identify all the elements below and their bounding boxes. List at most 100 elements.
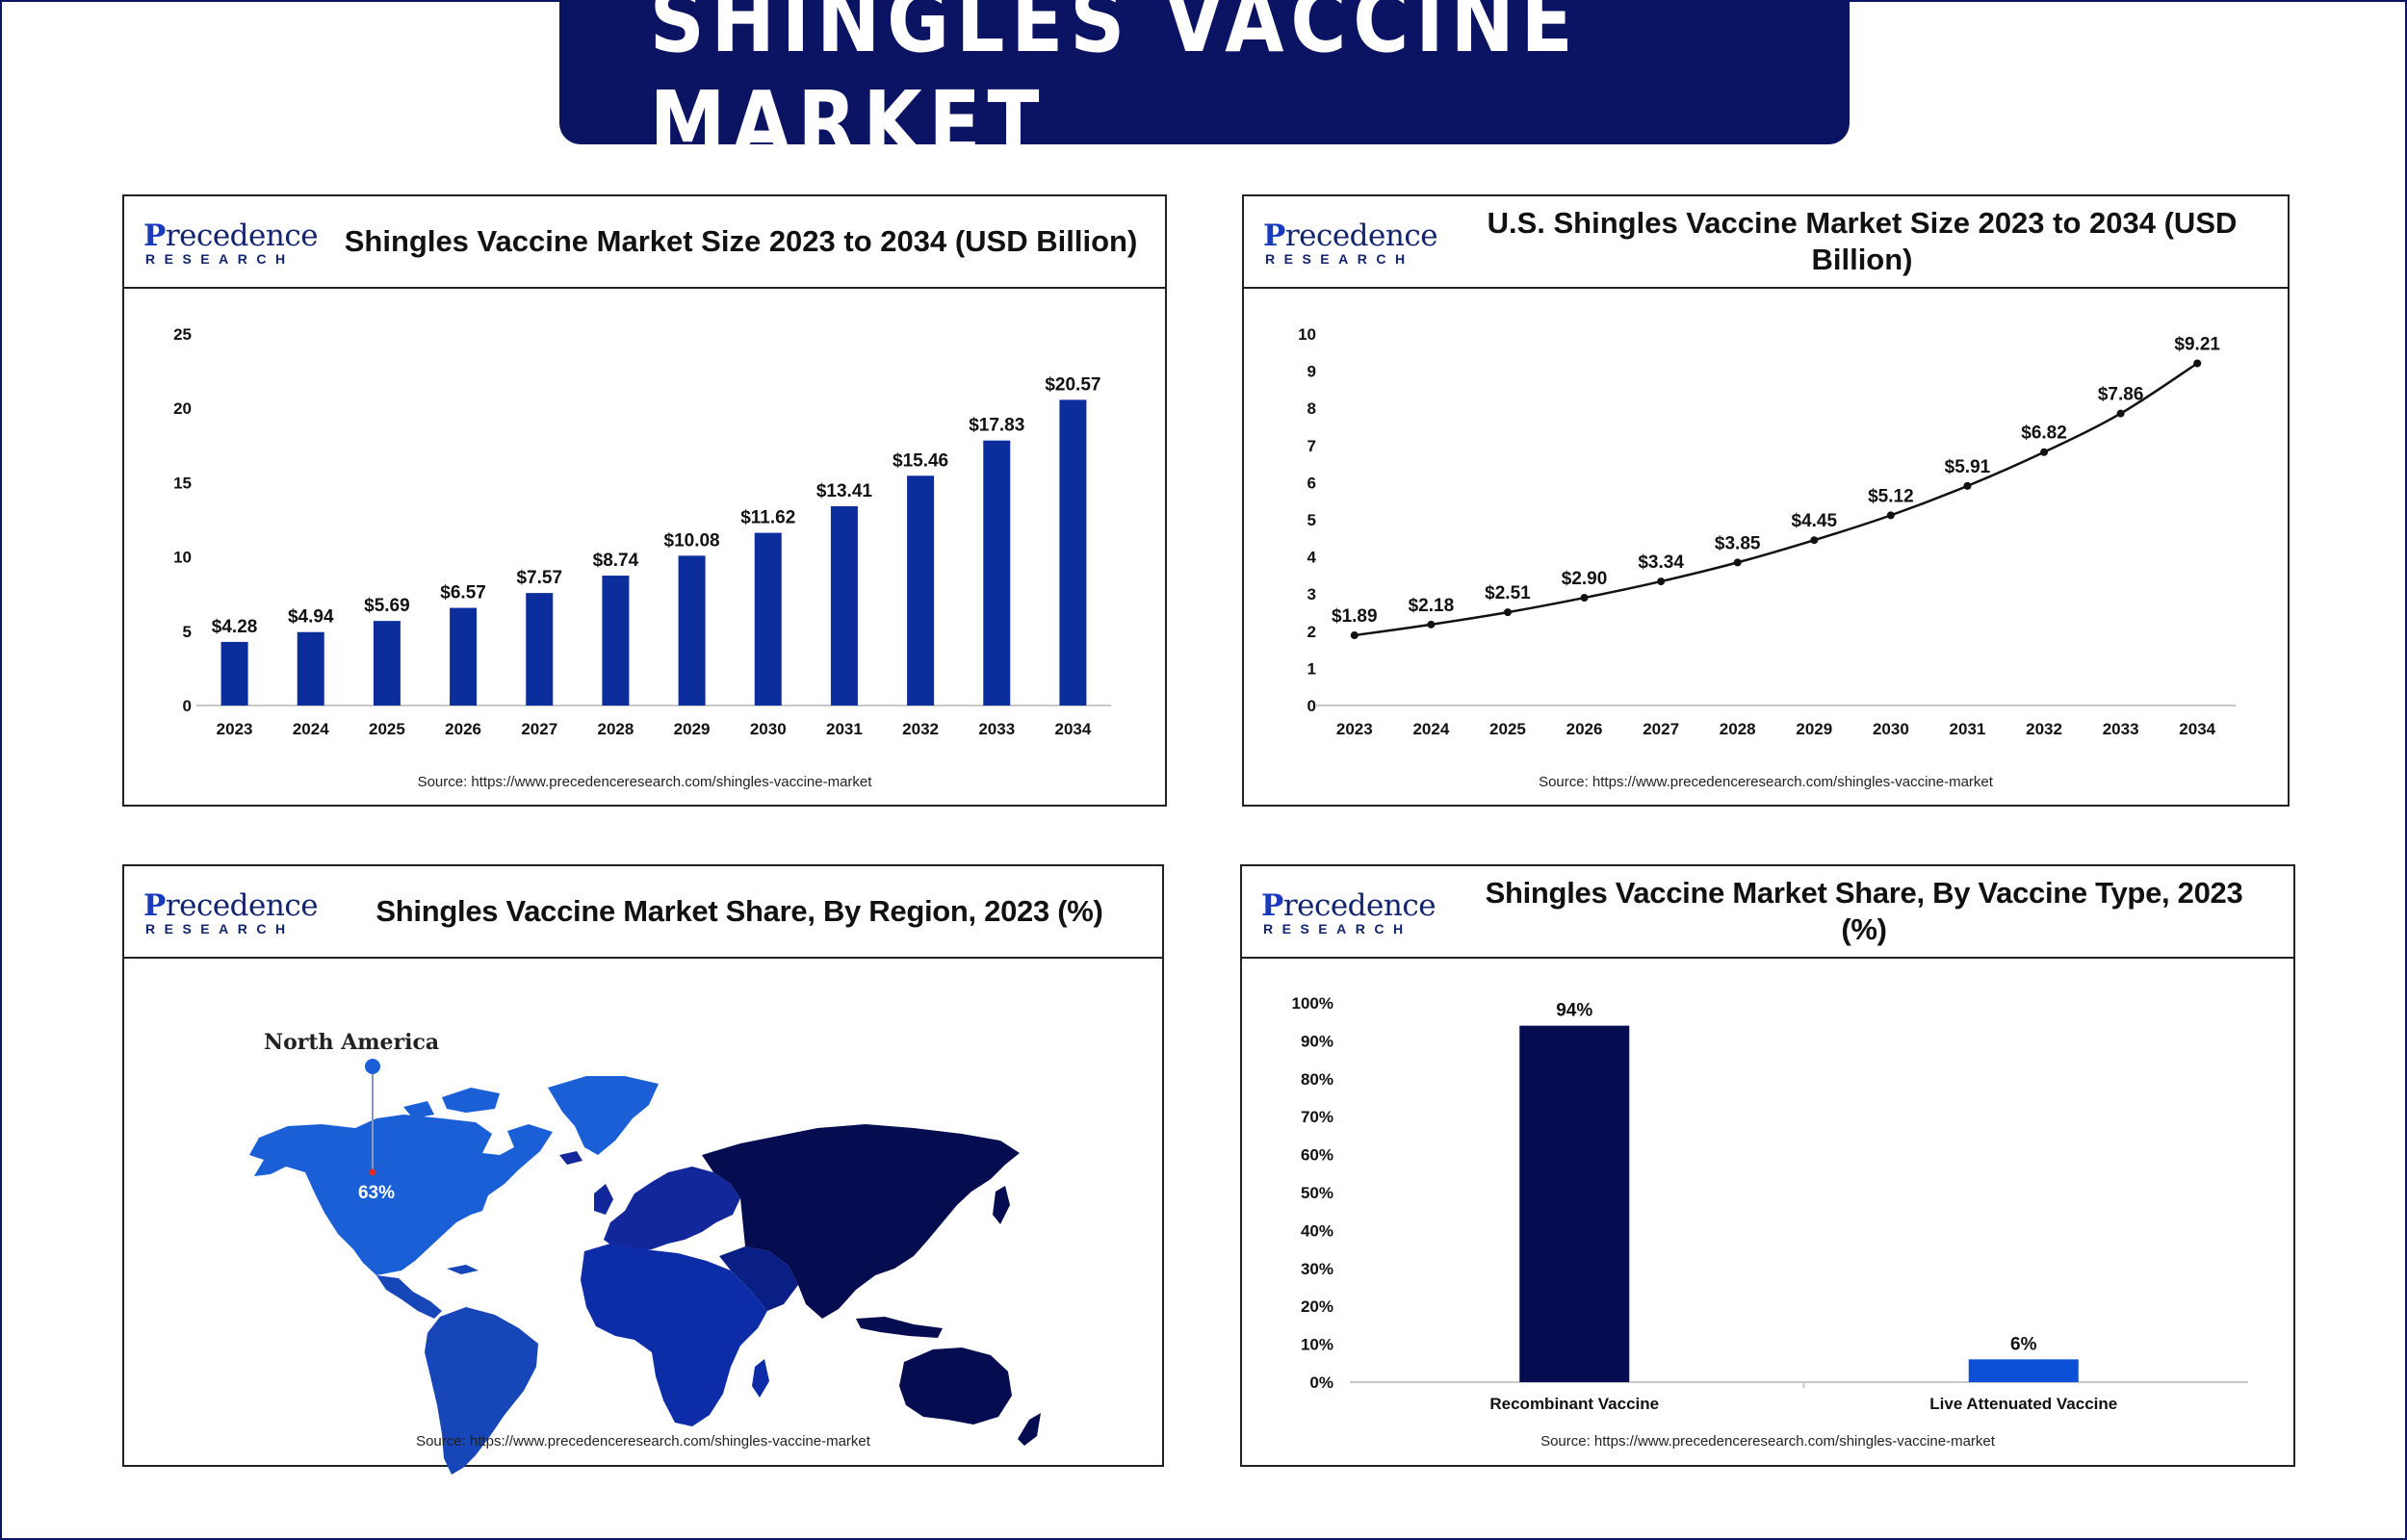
bar-value-label: $8.74	[593, 551, 639, 571]
chart-title: Shingles Vaccine Market Share, By Region…	[375, 894, 1103, 928]
x-tick-label: 2031	[1950, 720, 1986, 738]
x-tick-label: Recombinant Vaccine	[1489, 1395, 1659, 1413]
map-region-madagascar	[752, 1359, 769, 1398]
bar-value-label: $15.46	[893, 450, 948, 471]
source-note: Source: https://www.precedenceresearch.c…	[1540, 1433, 1995, 1450]
x-tick-label: 2028	[598, 720, 634, 738]
bar-value-label: $4.28	[212, 617, 258, 637]
bar-value-label: 94%	[1556, 1001, 1592, 1021]
source-note: Source: https://www.precedenceresearch.c…	[1539, 774, 1993, 790]
map-pin-head	[365, 1059, 380, 1074]
us-market-line-chart: 0 1 2 3 4 5 6 7 8 9 10 $1.89 2023 $2.18 2024 $2.51 2025 $…	[1298, 325, 2236, 738]
series-line	[1354, 362, 2198, 637]
bar	[450, 607, 478, 706]
source-note: Source: https://www.precedenceresearch.c…	[416, 1433, 870, 1450]
data-point	[1350, 631, 1359, 640]
y-tick-label: 5	[183, 623, 192, 641]
panel-header: Precedence RESEARCH Shingles Vaccine Mar…	[124, 866, 1162, 959]
x-tick-label: 2026	[445, 720, 481, 738]
bar-value-label: $7.57	[516, 568, 562, 588]
panel-global-market-size: Precedence RESEARCH Shingles Vaccine Mar…	[122, 194, 1167, 807]
logo-wordmark: recedence	[1284, 218, 1438, 253]
point-value-label: $5.12	[1868, 486, 1914, 506]
y-tick-label: 20%	[1301, 1297, 1333, 1316]
page-title: SHINGLES VACCINE MARKET	[649, 0, 1580, 175]
north-america-label: North America	[264, 1030, 440, 1055]
point-value-label: $5.91	[1945, 457, 1991, 477]
map-region-central-america	[376, 1275, 442, 1319]
x-tick-label: 2030	[1873, 720, 1909, 738]
y-tick-label: 20	[173, 399, 192, 418]
x-tick-label: 2032	[2026, 720, 2062, 738]
point-value-label: $3.85	[1715, 533, 1761, 553]
y-tick-label: 3	[1307, 585, 1316, 603]
bar	[297, 631, 324, 706]
map-pin-point	[369, 1168, 376, 1176]
map-region-middle-east	[719, 1246, 798, 1311]
chart-title: Shingles Vaccine Market Size 2023 to 203…	[344, 224, 1138, 258]
x-tick-label: 2026	[1566, 720, 1603, 738]
chart-title: Shingles Vaccine Market Share, By Vaccin…	[1485, 876, 2243, 946]
x-tick-label: 2030	[750, 720, 787, 738]
x-tick-label: 2032	[902, 720, 939, 738]
y-tick-label: 0%	[1309, 1373, 1333, 1392]
point-value-label: $9.21	[2174, 334, 2220, 354]
point-value-label: $7.86	[2098, 385, 2144, 405]
bar	[907, 475, 935, 706]
y-tick-label: 30%	[1301, 1260, 1333, 1278]
y-tick-label: 4	[1307, 549, 1317, 567]
precedence-logo: Precedence RESEARCH	[1263, 218, 1438, 268]
x-tick-label: 2031	[826, 720, 863, 738]
map-region-europe	[604, 1167, 740, 1251]
x-tick-label: 2033	[2103, 720, 2139, 738]
y-tick-label: 90%	[1301, 1032, 1333, 1050]
bar	[373, 621, 401, 706]
panel-header: Precedence RESEARCH Shingles Vaccine Mar…	[1242, 866, 2293, 959]
source-note: Source: https://www.precedenceresearch.c…	[417, 774, 872, 790]
y-tick-label: 5	[1307, 511, 1316, 529]
bar-value-label: $13.41	[816, 481, 873, 501]
map-region-caribbean	[447, 1265, 479, 1274]
bar-value-label: $20.57	[1045, 374, 1100, 395]
data-point	[1733, 558, 1742, 567]
bar	[1968, 1359, 2079, 1382]
data-point	[1427, 620, 1436, 629]
y-tick-label: 9	[1307, 363, 1316, 381]
point-value-label: $2.90	[1562, 569, 1608, 589]
logo-subtitle: RESEARCH	[1265, 251, 1414, 267]
x-tick-label: 2024	[293, 720, 329, 738]
x-tick-label: 2025	[369, 720, 405, 738]
bar	[754, 532, 782, 706]
y-tick-label: 8	[1307, 399, 1316, 418]
x-tick-label: 2034	[1055, 720, 1092, 738]
y-tick-label: 70%	[1301, 1108, 1333, 1126]
data-point	[1963, 481, 1972, 490]
point-value-label: $3.34	[1638, 552, 1684, 573]
x-tick-label: 2029	[674, 720, 711, 738]
chart-title: U.S. Shingles Vaccine Market Size 2023 t…	[1487, 206, 2238, 276]
precedence-logo: Precedence RESEARCH	[143, 219, 319, 268]
logo-initial: P	[1261, 888, 1283, 923]
x-tick-label: Live Attenuated Vaccine	[1929, 1395, 2117, 1413]
data-point	[1580, 594, 1589, 603]
bar-value-label: $10.08	[664, 530, 720, 551]
bar-value-label: $11.62	[740, 508, 795, 528]
bar-value-label: $17.83	[969, 416, 1024, 436]
bar-value-label: $5.69	[364, 596, 410, 616]
precedence-logo: Precedence RESEARCH	[143, 889, 319, 937]
panel-header: Precedence RESEARCH U.S. Shingles Vaccin…	[1244, 196, 2288, 289]
global-market-bar-chart: 0510152025$4.282023$4.942024$5.692025$6.…	[173, 325, 1111, 738]
x-tick-label: 2023	[1336, 720, 1373, 738]
precedence-logo: Precedence RESEARCH	[1261, 888, 1436, 937]
map-region-arctic-islands	[442, 1088, 500, 1113]
data-point	[1886, 511, 1895, 520]
bar-value-label: $4.94	[288, 607, 334, 628]
bar	[526, 593, 554, 706]
bar	[1059, 399, 1087, 706]
logo-initial: P	[1263, 218, 1285, 253]
x-tick-label: 2023	[217, 720, 253, 738]
bar	[1519, 1025, 1630, 1382]
y-tick-label: 25	[173, 325, 192, 344]
map-region-asia-pacific	[702, 1124, 1020, 1319]
data-point	[1657, 578, 1666, 586]
